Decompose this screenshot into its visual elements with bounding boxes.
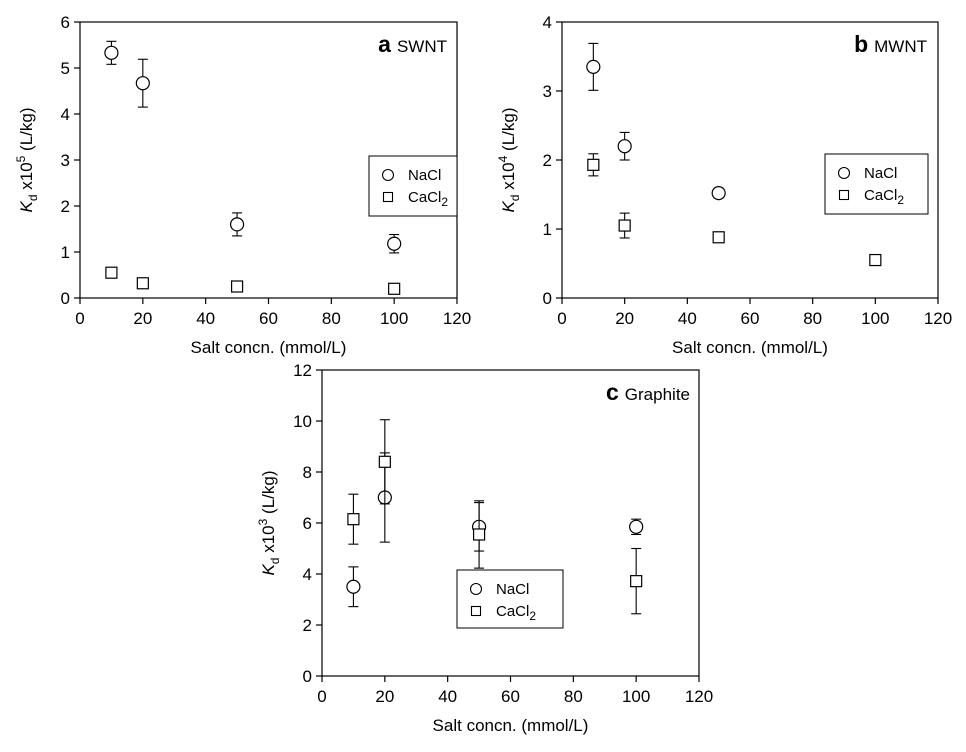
x-tick-label: 40 bbox=[438, 687, 457, 706]
data-point-cacl2 bbox=[230, 280, 244, 293]
panel-b: 0 20 40 60 80 100 120 0 1 2 3 4 Salt concn. (mmol/L)… bbox=[496, 13, 952, 357]
legend-marker-square bbox=[838, 189, 850, 201]
legend-marker-circle bbox=[381, 168, 395, 182]
data-point-nacl bbox=[586, 59, 601, 74]
legend-marker-circle bbox=[837, 166, 851, 180]
x-tick-label: 80 bbox=[322, 309, 341, 328]
data-point-cacl2 bbox=[136, 277, 149, 290]
x-tick-label: 0 bbox=[75, 309, 84, 328]
panel-c: 0 20 40 60 80 100 120 0 2 4 6 8 10 12 Salt concn. (mmo… bbox=[256, 361, 713, 735]
panel-title: a SWNT bbox=[378, 31, 447, 57]
data-point-cacl2 bbox=[869, 253, 882, 267]
x-axis-label: Salt concn. (mmol/L) bbox=[191, 338, 347, 357]
data-point-cacl2 bbox=[105, 266, 118, 279]
x-tick-label: 60 bbox=[259, 309, 278, 328]
data-point-cacl2 bbox=[388, 282, 401, 295]
x-tick-label: 120 bbox=[443, 309, 471, 328]
y-axis-label: Kd x104 (L/kg) bbox=[496, 107, 522, 212]
legend-marker-square bbox=[470, 605, 482, 617]
legend-label: NaCl bbox=[496, 581, 529, 598]
y-axis-label: Kd x103 (L/kg) bbox=[256, 470, 282, 575]
legend-label: CaCl2 bbox=[408, 189, 448, 209]
legend-label: CaCl2 bbox=[496, 603, 536, 623]
y-tick-label: 2 bbox=[61, 197, 70, 216]
x-tick-label: 40 bbox=[196, 309, 215, 328]
y-tick-label: 4 bbox=[543, 13, 552, 32]
data-point-nacl bbox=[104, 45, 119, 60]
legend-label: NaCl bbox=[864, 165, 897, 182]
y-tick-label: 2 bbox=[543, 151, 552, 170]
x-axis-label: Salt concn. (mmol/L) bbox=[433, 716, 589, 735]
legend-label: CaCl2 bbox=[864, 187, 904, 207]
data-point-nacl bbox=[229, 217, 245, 232]
legend-box bbox=[456, 569, 564, 629]
data-point-cacl2 bbox=[472, 528, 486, 541]
y-tick-label: 10 bbox=[293, 412, 312, 431]
legend-box bbox=[368, 155, 458, 217]
data-point-cacl2 bbox=[378, 455, 391, 468]
y-tick-label: 0 bbox=[543, 289, 552, 308]
data-point-nacl bbox=[346, 579, 361, 594]
y-tick-label: 0 bbox=[303, 667, 312, 686]
x-tick-label: 60 bbox=[741, 309, 760, 328]
data-point-nacl bbox=[629, 519, 644, 534]
x-tick-label: 80 bbox=[803, 309, 822, 328]
data-point-cacl2 bbox=[712, 231, 725, 244]
y-tick-label: 6 bbox=[303, 514, 312, 533]
legend-box bbox=[824, 153, 929, 215]
data-point-cacl2 bbox=[630, 575, 643, 588]
panel-title: c Graphite bbox=[606, 379, 690, 405]
y-tick-label: 3 bbox=[61, 151, 70, 170]
x-tick-label: 20 bbox=[375, 687, 394, 706]
data-point-nacl bbox=[711, 186, 726, 201]
y-tick-label: 6 bbox=[61, 13, 70, 32]
y-tick-label: 2 bbox=[303, 616, 312, 635]
legend-label: NaCl bbox=[408, 167, 441, 184]
x-tick-label: 60 bbox=[501, 687, 520, 706]
y-tick-label: 5 bbox=[61, 59, 70, 78]
x-tick-label: 120 bbox=[924, 309, 952, 328]
x-tick-label: 100 bbox=[380, 309, 408, 328]
data-point-cacl2 bbox=[587, 158, 600, 171]
x-tick-label: 100 bbox=[861, 309, 889, 328]
x-axis-label: Salt concn. (mmol/L) bbox=[672, 338, 828, 357]
y-tick-label: 4 bbox=[303, 565, 312, 584]
y-tick-label: 12 bbox=[293, 361, 312, 380]
y-tick-label: 3 bbox=[543, 82, 552, 101]
x-tick-label: 120 bbox=[685, 687, 713, 706]
x-tick-label: 0 bbox=[317, 687, 326, 706]
y-tick-label: 1 bbox=[543, 220, 552, 239]
x-tick-label: 20 bbox=[133, 309, 152, 328]
panel-a: 0 20 40 60 80 100 120 0 1 2 3 4 5 6 Salt concn. (mmol/… bbox=[14, 13, 471, 357]
data-point-nacl bbox=[387, 236, 402, 251]
x-tick-label: 100 bbox=[622, 687, 650, 706]
legend-marker-square bbox=[382, 191, 394, 203]
plot-frame bbox=[321, 369, 700, 677]
x-tick-label: 80 bbox=[564, 687, 583, 706]
y-tick-label: 4 bbox=[61, 105, 70, 124]
x-tick-label: 20 bbox=[615, 309, 634, 328]
data-point-cacl2 bbox=[618, 219, 631, 232]
y-tick-label: 8 bbox=[303, 463, 312, 482]
y-tick-label: 0 bbox=[61, 289, 70, 308]
y-axis-label: Kd x105 (L/kg) bbox=[14, 107, 40, 212]
data-point-cacl2 bbox=[347, 513, 360, 526]
x-tick-label: 0 bbox=[557, 309, 566, 328]
legend-marker-circle bbox=[469, 582, 483, 596]
y-tick-label: 1 bbox=[61, 243, 70, 262]
data-point-nacl bbox=[617, 139, 632, 154]
x-tick-label: 40 bbox=[678, 309, 697, 328]
data-point-nacl bbox=[135, 76, 150, 91]
panel-title: b MWNT bbox=[854, 31, 927, 57]
